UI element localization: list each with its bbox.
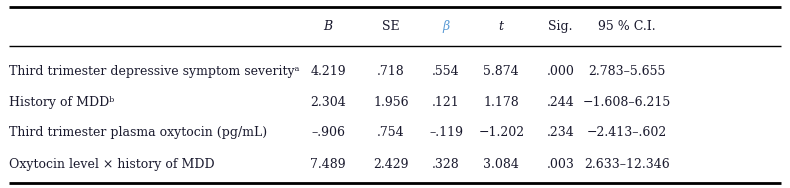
Text: 2.633–12.346: 2.633–12.346 xyxy=(585,158,670,171)
Text: .328: .328 xyxy=(432,158,460,171)
Text: 95 % C.I.: 95 % C.I. xyxy=(598,20,656,33)
Text: –.119: –.119 xyxy=(429,126,463,139)
Text: t: t xyxy=(498,20,504,33)
Text: B: B xyxy=(324,20,333,33)
Text: History of MDDᵇ: History of MDDᵇ xyxy=(9,96,115,109)
Text: −1.608–6.215: −1.608–6.215 xyxy=(583,96,672,109)
Text: .234: .234 xyxy=(547,126,574,139)
Text: .718: .718 xyxy=(377,65,405,78)
Text: .121: .121 xyxy=(432,96,460,109)
Text: −1.202: −1.202 xyxy=(478,126,525,139)
Text: .003: .003 xyxy=(547,158,574,171)
Text: 2.783–5.655: 2.783–5.655 xyxy=(589,65,666,78)
Text: 3.084: 3.084 xyxy=(483,158,519,171)
Text: .000: .000 xyxy=(547,65,574,78)
Text: Third trimester plasma oxytocin (pg/mL): Third trimester plasma oxytocin (pg/mL) xyxy=(9,126,267,139)
Text: 1.178: 1.178 xyxy=(483,96,519,109)
Text: 1.956: 1.956 xyxy=(373,96,409,109)
Text: .244: .244 xyxy=(547,96,574,109)
Text: Oxytocin level × history of MDD: Oxytocin level × history of MDD xyxy=(9,158,215,171)
Text: SE: SE xyxy=(382,20,400,33)
Text: 5.874: 5.874 xyxy=(483,65,519,78)
Text: .754: .754 xyxy=(378,126,405,139)
Text: 2.429: 2.429 xyxy=(374,158,408,171)
Text: –.906: –.906 xyxy=(311,126,345,139)
Text: 7.489: 7.489 xyxy=(310,158,346,171)
Text: .554: .554 xyxy=(432,65,460,78)
Text: β: β xyxy=(442,20,450,33)
Text: 2.304: 2.304 xyxy=(310,96,346,109)
Text: −2.413–.602: −2.413–.602 xyxy=(587,126,668,139)
Text: Third trimester depressive symptom severityᵃ: Third trimester depressive symptom sever… xyxy=(9,65,299,78)
Text: 4.219: 4.219 xyxy=(310,65,346,78)
Text: Sig.: Sig. xyxy=(548,20,573,33)
